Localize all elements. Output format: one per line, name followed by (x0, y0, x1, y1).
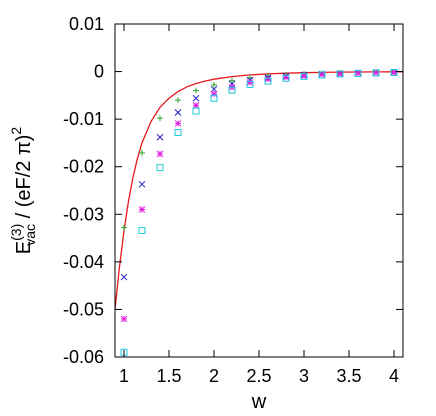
y-tick-labels: 0.01 0 -0.01 -0.02 -0.03 -0.04 -0.05 -0.06 (63, 14, 104, 367)
data-point-star (318, 71, 326, 78)
y-tick-label: 0.01 (69, 14, 104, 34)
data-point-plus (193, 87, 199, 94)
data-point-x (174, 109, 182, 116)
data-point-star (246, 79, 254, 86)
data-point-x (192, 94, 200, 102)
y-axis-label: E(3)vac / (eF/2 π)2 (8, 127, 38, 255)
data-point-star (336, 70, 344, 78)
data-point-square (246, 80, 254, 88)
y-tick-label: 0 (94, 62, 104, 82)
y-axis-label-rest-superscript: 2 (8, 127, 24, 135)
y-axis-label-rest: / (eF/2 π) (13, 135, 35, 224)
data-point-x (210, 85, 218, 93)
data-point-star (156, 150, 164, 158)
x-tick-label: 2 (209, 366, 219, 386)
data-point-square (192, 107, 200, 115)
data-points (120, 68, 398, 356)
data-point-star (372, 69, 380, 76)
y-tick-label: -0.06 (63, 347, 104, 367)
x-tick-label: 3.5 (336, 366, 361, 386)
x-tick-label: 1.5 (156, 366, 181, 386)
y-axis-label-subscript: vac (22, 224, 38, 246)
data-point-x (156, 133, 164, 141)
x-tick-label: 4 (389, 366, 399, 386)
data-point-star (192, 101, 200, 109)
data-point-square (210, 94, 218, 102)
data-point-square (336, 70, 344, 78)
data-point-star (210, 90, 218, 98)
data-point-plus (229, 77, 235, 84)
x-tick-label: 3 (299, 366, 309, 386)
theory-curve-line (115, 71, 403, 310)
data-point-star (264, 75, 272, 83)
data-point-star (174, 120, 182, 127)
y-tick-label: -0.01 (63, 109, 104, 129)
x-tick-labels: 1 1.5 2 2.5 3 3.5 4 (119, 366, 399, 386)
y-tick-label: -0.02 (63, 157, 104, 177)
data-point-star (120, 315, 128, 323)
data-point-star (354, 69, 362, 77)
data-point-square (174, 128, 182, 136)
data-point-square (390, 69, 398, 77)
x-tick-label: 1 (119, 366, 129, 386)
y-tick-label: -0.04 (63, 252, 104, 272)
x-axis-label: w (251, 391, 267, 413)
axis-ticks (115, 23, 403, 358)
data-point-star (138, 206, 146, 213)
data-point-square (318, 71, 326, 79)
x-tick-label: 2.5 (246, 366, 271, 386)
data-point-square (354, 69, 362, 77)
data-point-square (300, 72, 308, 80)
y-axis-label-main: E (13, 241, 35, 254)
data-point-plus (121, 224, 127, 231)
data-point-plus (157, 115, 163, 122)
data-point-plus (139, 149, 145, 156)
data-point-square (372, 69, 380, 77)
data-point-square (282, 74, 290, 82)
data-point-x (138, 180, 146, 188)
data-point-square (156, 164, 164, 172)
data-point-x (120, 273, 128, 281)
data-point-star (300, 72, 308, 80)
data-point-square (138, 226, 146, 234)
theory-curve (115, 71, 403, 310)
y-axis-label-superscript: (3) (8, 224, 24, 241)
data-point-plus (175, 97, 181, 104)
y-tick-label: -0.03 (63, 204, 104, 224)
data-point-plus (211, 81, 217, 88)
data-point-star (390, 69, 398, 76)
y-tick-label: -0.05 (63, 299, 104, 319)
data-point-square (228, 86, 236, 94)
data-point-square (264, 77, 272, 85)
